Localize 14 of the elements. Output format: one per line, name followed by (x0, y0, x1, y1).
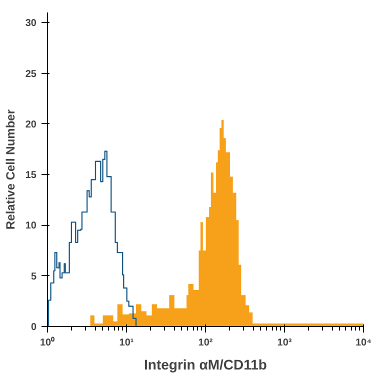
x-tick-label: 10⁰ (40, 336, 56, 348)
y-tick-label: 10 (25, 220, 37, 232)
x-tick-label: 10¹ (119, 338, 134, 348)
y-tick-label: 25 (25, 68, 37, 80)
x-tick-label: 10⁴ (355, 338, 372, 348)
y-tick-label: 0 (30, 322, 37, 333)
y-tick-label: 30 (25, 18, 37, 30)
y-tick-label: 5 (30, 271, 37, 282)
y-axis-title: Relative Cell Number (3, 109, 18, 230)
x-tick-label: 10³ (277, 338, 292, 348)
x-tick-label: 10² (198, 338, 214, 348)
x-axis-title: Integrin αM/CD11b (144, 356, 267, 372)
y-tick-label: 15 (25, 170, 37, 182)
y-tick-label: 20 (25, 119, 37, 130)
